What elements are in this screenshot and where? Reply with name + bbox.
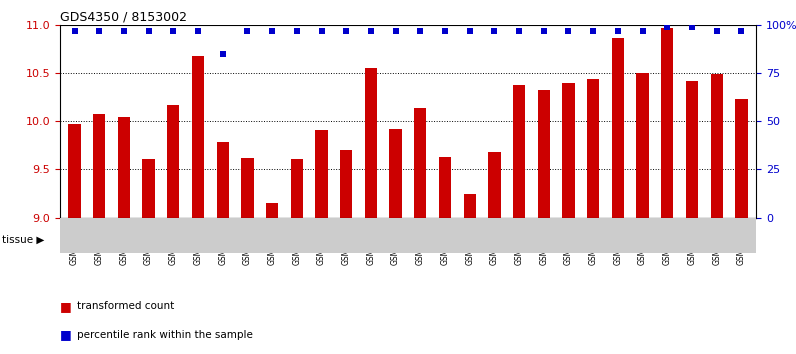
Point <box>611 28 624 33</box>
Bar <box>62 227 309 253</box>
Bar <box>142 159 154 218</box>
Bar <box>637 73 649 218</box>
Point <box>217 51 229 57</box>
Bar <box>167 105 179 218</box>
Text: transformed count: transformed count <box>77 301 174 311</box>
Bar <box>439 157 451 218</box>
Bar <box>365 68 377 218</box>
Point <box>389 28 402 33</box>
Point <box>68 28 81 33</box>
Point <box>291 28 303 33</box>
Point <box>118 28 131 33</box>
Bar <box>241 158 254 218</box>
Bar <box>463 194 476 218</box>
Point <box>266 28 279 33</box>
Point <box>365 28 377 33</box>
Point <box>735 28 747 33</box>
Bar <box>686 81 698 218</box>
Text: gastric cardia: gastric cardia <box>397 235 468 245</box>
Bar <box>587 79 599 218</box>
Bar <box>389 129 402 218</box>
Bar <box>611 38 624 218</box>
Text: GDS4350 / 8153002: GDS4350 / 8153002 <box>60 11 187 24</box>
Text: ■: ■ <box>60 328 72 341</box>
Bar <box>291 159 303 218</box>
Point <box>636 28 649 33</box>
Point <box>463 28 476 33</box>
Bar <box>661 28 673 218</box>
Point <box>167 28 180 33</box>
Point <box>414 28 427 33</box>
Point <box>93 28 106 33</box>
Bar <box>513 85 525 218</box>
Bar <box>266 203 279 218</box>
Bar <box>711 74 723 218</box>
Point <box>562 28 575 33</box>
Bar <box>488 152 501 218</box>
Bar <box>414 108 427 218</box>
Point <box>513 28 525 33</box>
Point <box>661 24 673 29</box>
Text: normal esopahgus: normal esopahgus <box>607 235 703 245</box>
Point <box>587 28 599 33</box>
Bar <box>217 142 229 218</box>
Text: tissue ▶: tissue ▶ <box>2 235 45 245</box>
Bar <box>118 118 130 218</box>
Bar <box>562 82 575 218</box>
Point <box>685 24 698 29</box>
Bar <box>93 114 105 218</box>
Point <box>439 28 451 33</box>
Point <box>488 28 501 33</box>
Bar <box>315 130 328 218</box>
Bar <box>309 227 556 253</box>
Point <box>340 28 353 33</box>
Point <box>241 28 254 33</box>
Bar <box>340 150 353 218</box>
Point <box>710 28 723 33</box>
Text: percentile rank within the sample: percentile rank within the sample <box>77 330 253 339</box>
Text: ■: ■ <box>60 300 72 313</box>
Bar <box>537 90 550 218</box>
Point <box>315 28 328 33</box>
Bar <box>736 99 747 218</box>
Point <box>142 28 155 33</box>
Point <box>537 28 550 33</box>
Text: Barrett esopahgus: Barrett esopahgus <box>138 235 234 245</box>
Bar <box>68 124 80 218</box>
Bar <box>192 56 205 218</box>
Bar <box>556 227 754 253</box>
Point <box>192 28 205 33</box>
